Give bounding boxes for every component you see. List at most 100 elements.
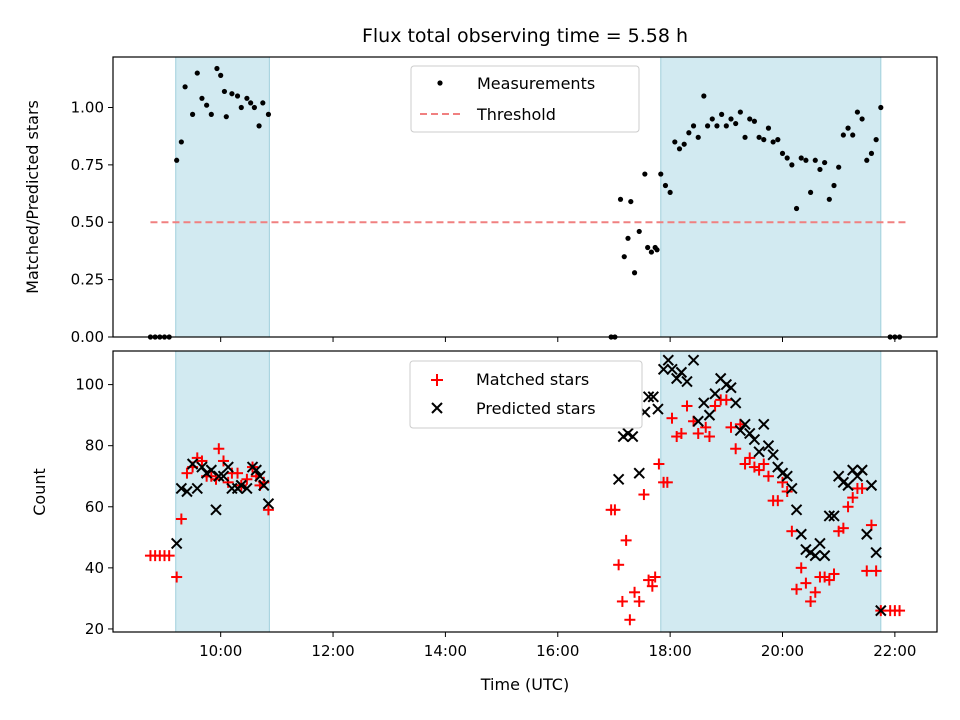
top-y-tick-label: 0.25 (71, 271, 104, 289)
matched-star-point (730, 443, 742, 455)
measurement-point (248, 100, 254, 106)
predicted-star-point (809, 549, 821, 562)
measurement-point (244, 95, 250, 101)
bottom-y-tick-label: 100 (75, 376, 104, 394)
bottom-x-tick-label: 18:00 (649, 642, 692, 660)
measurement-point (617, 196, 624, 202)
matched-star-point (624, 614, 636, 626)
predicted-star-point (666, 363, 678, 376)
measurement-point (765, 125, 772, 131)
legend-predicted-label: Predicted stars (476, 399, 596, 418)
measurement-point (229, 91, 235, 97)
bottom-y-axis-label: Count (30, 468, 49, 516)
predicted-star-point (762, 439, 775, 452)
measurement-point (256, 123, 262, 129)
bottom-x-ticks: 10:00 12:00 14:00 16:00 18:00 20:00 22:00 (199, 632, 916, 660)
measurement-point (779, 150, 786, 156)
predicted-star-point (847, 464, 859, 476)
top-y-ticks: 0.00 0.25 0.50 0.75 1.00 (71, 98, 113, 346)
predicted-star-point (175, 482, 188, 495)
measurement-point (260, 100, 266, 106)
bottom-legend: Matched stars Predicted stars (409, 360, 643, 429)
predicted-star-point (647, 391, 659, 403)
predicted-star-point (725, 381, 737, 394)
matched-star-point (856, 482, 868, 494)
measurement-point (850, 132, 856, 138)
predicted-star-point (633, 467, 645, 479)
matched-star-point (828, 568, 840, 580)
bottom-axes-frame (112, 350, 938, 633)
matched-star-point (865, 519, 877, 531)
measurement-point (631, 270, 638, 276)
matched-star-point (758, 458, 770, 470)
predicted-star-point (753, 446, 765, 458)
predicted-star-point (851, 470, 864, 482)
matched-star-point (744, 452, 756, 464)
top-axes-frame (112, 56, 938, 338)
matched-star-point (725, 421, 737, 433)
matched-star-point (613, 559, 625, 571)
predicted-star-point (235, 479, 247, 492)
predicted-star-point (781, 470, 793, 482)
matched-star-point (791, 583, 803, 595)
bottom-y-ticks: 20 40 60 80 100 (75, 376, 113, 638)
measurement-point (221, 88, 228, 95)
matched-star-point (753, 464, 765, 476)
predicted-star-point (222, 461, 234, 473)
bottom-x-tick-label: 12:00 (311, 642, 354, 660)
predicted-star-point (213, 470, 225, 482)
bottom-shaded-regions (175, 350, 882, 633)
measurement-point (182, 84, 188, 90)
bottom-x-tick-label: 16:00 (536, 642, 579, 660)
top-legend: Measurements Threshold (410, 65, 640, 133)
measurement-point (719, 111, 725, 117)
measurement-point (178, 139, 184, 145)
matched-star-point (795, 562, 807, 574)
predicted-star-point (790, 504, 803, 516)
predicted-star-point (842, 479, 854, 492)
matched-star-point (196, 455, 208, 467)
predicted-star-point (772, 461, 784, 473)
measurement-point (686, 130, 692, 136)
predicted-star-point (828, 510, 840, 522)
matched-star-point (638, 489, 650, 501)
measurement-point (628, 198, 634, 205)
legend-measurements-label: Measurements (477, 74, 595, 93)
measurement-point (817, 166, 823, 173)
measurement-point (812, 157, 818, 163)
predicted-star-point (191, 482, 203, 495)
bottom-x-tick-label: 22:00 (873, 642, 916, 660)
measurement-point (251, 104, 257, 111)
top-y-tick-label: 1.00 (71, 98, 104, 116)
predicted-star-point (186, 458, 199, 470)
legend-threshold-label: Threshold (476, 105, 556, 124)
bottom-x-tick-label: 14:00 (424, 642, 467, 660)
measurement-point (751, 118, 758, 124)
matched-star-point (762, 470, 774, 482)
predicted-star-point (703, 409, 716, 421)
predicted-star-point (657, 363, 670, 376)
matched-star-point (703, 431, 715, 443)
bottom-shaded-region (660, 350, 882, 633)
predicted-star-point (652, 403, 664, 415)
bottom-legend-box (409, 360, 643, 429)
measurement-point (714, 123, 720, 129)
measurement-point (690, 123, 697, 129)
measurement-point (822, 159, 828, 166)
measurement-point (234, 93, 241, 99)
measurement-point (756, 134, 762, 140)
top-y-tick-label: 0.00 (71, 328, 104, 346)
matched-star-point (809, 586, 821, 598)
measurement-point (648, 249, 655, 255)
predicted-star-point (739, 418, 751, 431)
matched-star-point (861, 565, 873, 577)
matched-star-point (847, 492, 859, 504)
predicted-star-point (767, 449, 779, 461)
predicted-star-point (692, 415, 704, 427)
predicted-star-point (170, 537, 183, 550)
top-shaded-region (660, 56, 882, 338)
top-shaded-regions (175, 56, 882, 338)
matched-star-point (709, 400, 721, 412)
measurement-point (667, 189, 673, 196)
measurement-point (636, 228, 642, 235)
